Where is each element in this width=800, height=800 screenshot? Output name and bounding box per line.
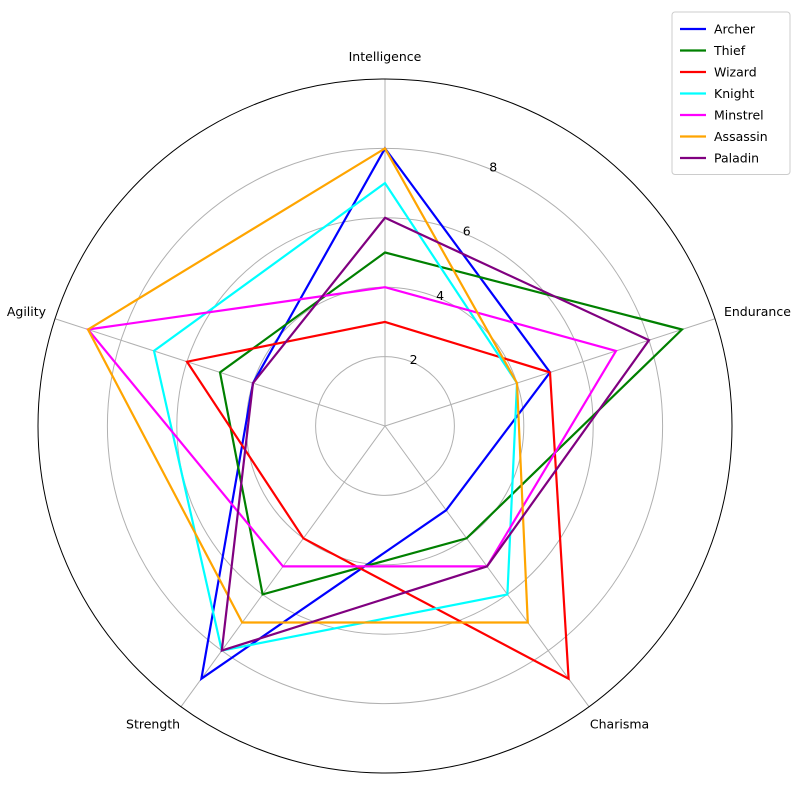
legend-label-archer: Archer [714,22,756,37]
axis-label-agility: Agility [7,304,47,319]
axis-label-intelligence: Intelligence [349,49,422,64]
legend-box [671,11,791,175]
legend-label-wizard: Wizard [714,65,757,80]
legend-label-paladin: Paladin [714,151,759,166]
radial-tick-label: 8 [489,160,497,175]
outer-frame [37,78,733,774]
radial-tick-label: 4 [436,288,444,303]
radial-tick-label: 2 [410,352,418,367]
axis-labels: Intelligence Endurance Charisma Strength Agi… [7,49,791,732]
legend-label-knight: Knight [714,86,754,101]
axis-label-charisma: Charisma [590,717,649,732]
radial-tick-labels: 2 4 6 8 [410,160,498,367]
legend-label-minstrel: Minstrel [714,108,764,123]
series-line-assassin [86,146,529,624]
axis-label-strength: Strength [126,717,180,732]
legend: Archer Thief Wizard Knight Minstrel Assassin P… [671,11,791,175]
legend-label-thief: Thief [713,43,746,58]
series-line-paladin [220,216,651,653]
series-line-minstrel [85,286,618,568]
axis-label-endurance: Endurance [724,304,791,319]
series-lines [85,146,685,682]
legend-label-assassin: Assassin [714,129,768,144]
radial-tick-label: 6 [463,224,471,239]
